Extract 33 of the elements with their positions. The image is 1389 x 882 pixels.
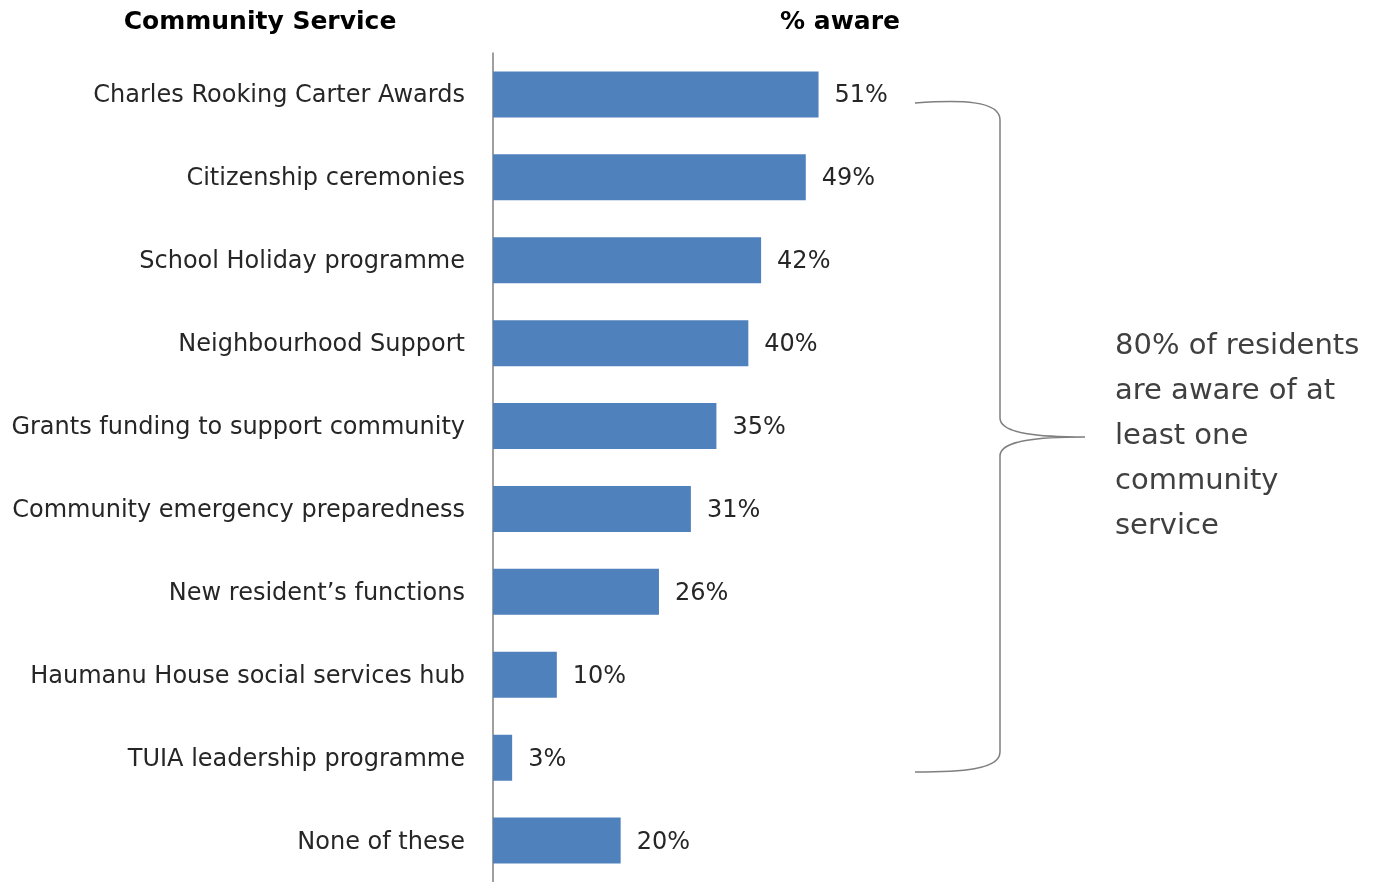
y-tick-label: TUIA leadership programme	[126, 743, 465, 772]
data-label: 40%	[764, 329, 818, 358]
bar	[493, 485, 691, 532]
y-tick-label: Grants funding to support community	[11, 412, 465, 441]
bar	[493, 237, 762, 284]
bar	[493, 71, 819, 118]
y-tick-label: Community emergency preparedness	[12, 494, 465, 523]
data-label: 42%	[777, 246, 831, 275]
y-tick-label: None of these	[297, 826, 465, 855]
data-label: 31%	[706, 494, 761, 523]
bar	[493, 320, 749, 367]
data-label: 20%	[636, 826, 691, 855]
bar	[493, 651, 557, 698]
bar	[493, 154, 806, 201]
y-tick-label: Haumanu House social services hub	[30, 660, 465, 689]
x-axis-title: % aware	[780, 6, 900, 35]
data-label: 51%	[834, 80, 888, 109]
text: 80% of residents are aware of at least one community service	[1115, 326, 1361, 543]
data-label: 26%	[674, 577, 729, 606]
data-label: 10%	[572, 660, 627, 689]
bar	[493, 568, 659, 615]
y-tick-label: Charles Rooking Carter Awards	[93, 80, 465, 109]
y-tick-label: New resident’s functions	[168, 577, 465, 606]
data-label: 3%	[528, 743, 567, 772]
y-tick-label: Citizenship ceremonies	[186, 163, 465, 192]
y-tick-label: Neighbourhood Support	[178, 329, 465, 358]
bar	[493, 734, 513, 781]
bar	[493, 403, 717, 450]
y-axis-title: Community Service	[123, 6, 397, 35]
y-tick-label: School Holiday programme	[139, 246, 465, 275]
bar	[493, 817, 621, 864]
data-label: 49%	[821, 163, 876, 192]
data-label: 35%	[732, 412, 786, 441]
